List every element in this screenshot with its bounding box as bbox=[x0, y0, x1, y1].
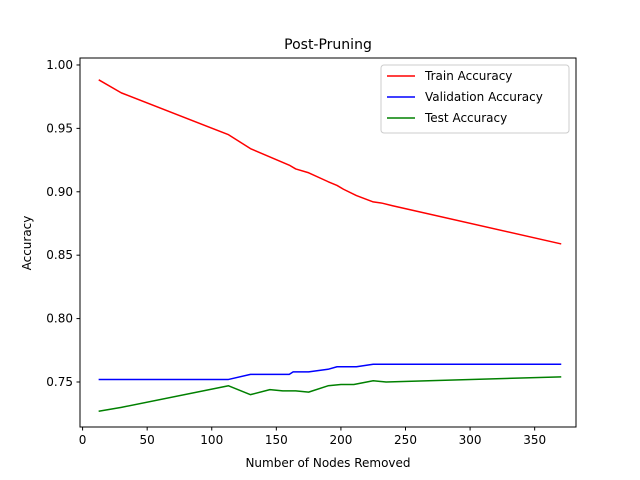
legend-label-0: Train Accuracy bbox=[424, 69, 512, 83]
x-tick-label-5: 250 bbox=[394, 433, 417, 447]
series-line-1 bbox=[98, 363, 562, 381]
x-tick-label-1: 50 bbox=[140, 433, 155, 447]
x-tick-label-4: 200 bbox=[329, 433, 352, 447]
x-tick-label-2: 100 bbox=[200, 433, 223, 447]
y-tick-label-3: 0.90 bbox=[46, 185, 73, 199]
chart-title: Post-Pruning bbox=[284, 37, 372, 53]
legend-frame bbox=[380, 64, 570, 134]
y-tick-label-0: 0.75 bbox=[46, 375, 73, 389]
x-tick-label-6: 300 bbox=[459, 433, 482, 447]
series-line-2 bbox=[98, 376, 562, 413]
y-axis-label: Accuracy bbox=[20, 216, 34, 271]
y-tick-label-4: 0.95 bbox=[46, 121, 73, 135]
y-tick-label-1: 0.80 bbox=[46, 312, 73, 326]
series-line-0 bbox=[98, 79, 562, 245]
legend-label-2: Test Accuracy bbox=[424, 111, 507, 125]
y-tick-label-2: 0.85 bbox=[46, 248, 73, 262]
y-tick-label-5: 1.00 bbox=[46, 58, 73, 72]
x-tick-label-3: 150 bbox=[265, 433, 288, 447]
x-tick-label-7: 350 bbox=[523, 433, 546, 447]
x-tick-label-0: 0 bbox=[79, 433, 87, 447]
x-axis-label: Number of Nodes Removed bbox=[245, 456, 410, 470]
plot-area: 0 50 100 150 200 250 300 350 0.75 0.80 0.85 0.90 0.9… bbox=[46, 57, 577, 447]
legend-label-1: Validation Accuracy bbox=[425, 90, 543, 104]
legend: Train Accuracy Validation Accuracy Test Ac… bbox=[380, 64, 570, 134]
axes-frame bbox=[79, 57, 577, 428]
